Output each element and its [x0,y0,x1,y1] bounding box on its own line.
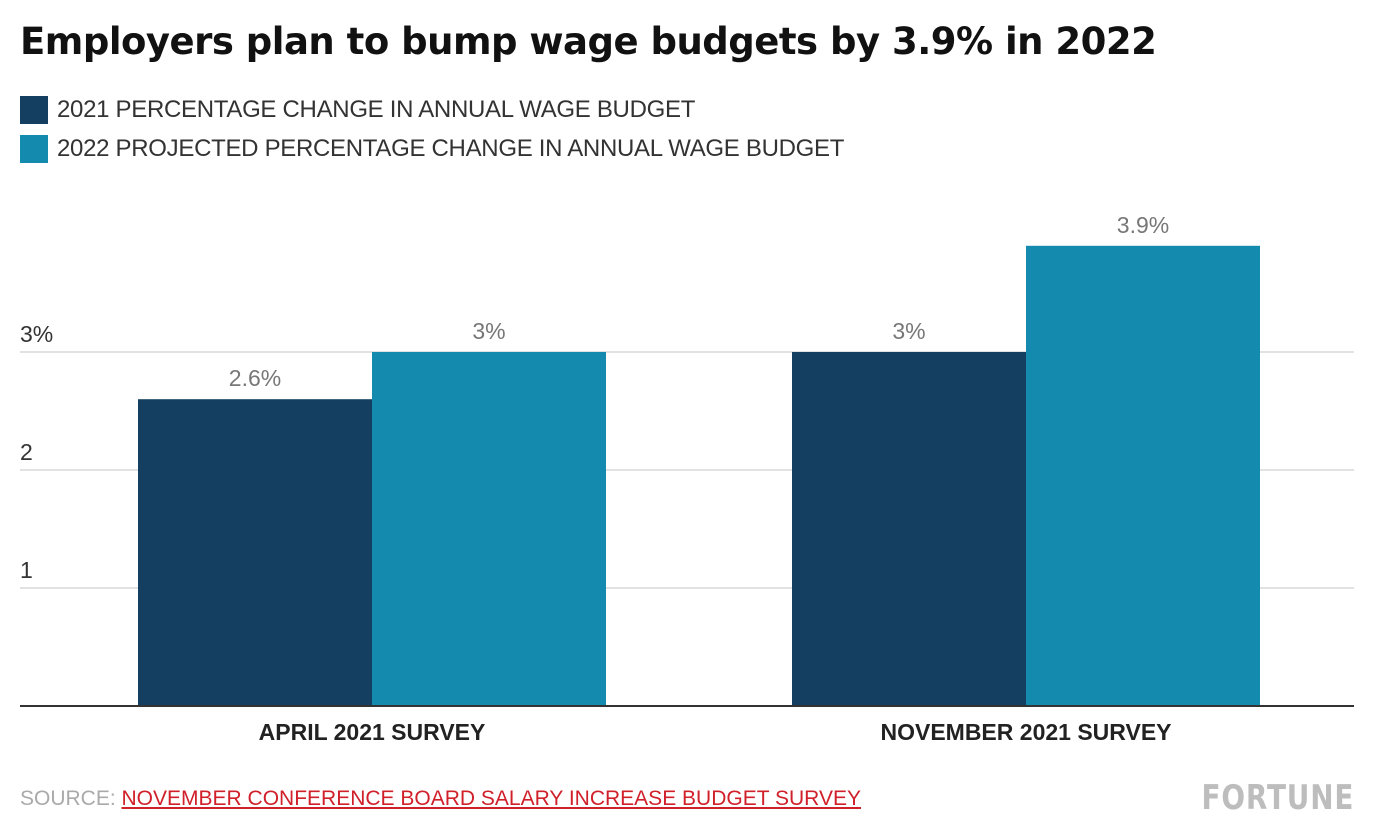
source-prefix: SOURCE: [20,787,122,810]
y-tick-label-2: 3% [20,321,53,347]
bar-1-0 [792,352,1026,706]
y-tick-label-1: 2 [20,439,33,465]
legend-label-2021: 2021 PERCENTAGE CHANGE IN ANNUAL WAGE BU… [57,96,696,123]
data-label-1-1: 3.9% [1117,212,1169,238]
legend-swatch-2022 [20,135,48,163]
data-label-1-0: 3% [892,318,925,344]
data-label-0-1: 3% [472,318,505,344]
source-line: SOURCE: NOVEMBER CONFERENCE BOARD SALARY… [20,787,861,811]
data-label-0-0: 2.6% [229,365,281,391]
chart-title: Employers plan to bump wage budgets by 3… [20,20,1157,63]
legend: 2021 PERCENTAGE CHANGE IN ANNUAL WAGE BU… [20,92,844,170]
bar-0-0 [138,399,372,706]
source-link[interactable]: NOVEMBER CONFERENCE BOARD SALARY INCREAS… [121,787,861,810]
legend-swatch-2021 [20,96,48,124]
legend-item-2021: 2021 PERCENTAGE CHANGE IN ANNUAL WAGE BU… [20,92,844,128]
fortune-logo: FORTUNE [1201,778,1354,818]
y-tick-label-0: 1 [20,557,33,583]
bar-1-1 [1026,245,1260,707]
x-category-label-1: NOVEMBER 2021 SURVEY [880,719,1171,745]
legend-label-2022: 2022 PROJECTED PERCENTAGE CHANGE IN ANNU… [57,135,845,162]
bar-0-1 [372,352,606,706]
x-category-label-0: APRIL 2021 SURVEY [259,719,486,745]
legend-item-2022: 2022 PROJECTED PERCENTAGE CHANGE IN ANNU… [20,131,844,167]
